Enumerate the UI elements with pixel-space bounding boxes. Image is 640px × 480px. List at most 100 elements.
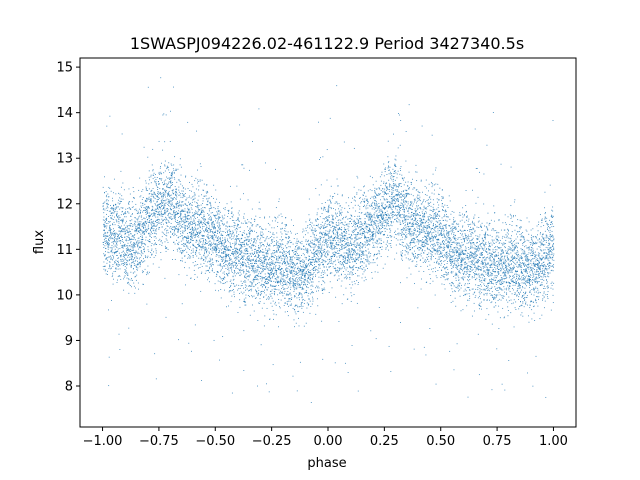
data-point xyxy=(177,212,179,214)
data-point xyxy=(166,167,168,169)
data-point xyxy=(210,263,212,265)
data-point xyxy=(312,259,314,261)
data-point xyxy=(135,228,137,230)
data-point xyxy=(251,282,253,284)
data-point xyxy=(144,218,146,220)
data-point xyxy=(283,274,285,276)
data-point xyxy=(278,281,280,283)
data-point xyxy=(302,231,304,233)
data-point xyxy=(175,169,177,171)
data-point xyxy=(174,206,176,208)
data-point xyxy=(273,318,274,320)
data-point xyxy=(178,241,180,243)
data-point xyxy=(143,230,145,232)
data-point xyxy=(324,266,326,268)
data-point xyxy=(122,264,124,266)
data-point xyxy=(145,211,147,213)
data-point xyxy=(145,244,147,246)
data-point xyxy=(299,286,301,288)
data-point xyxy=(283,281,285,283)
data-point xyxy=(137,242,139,244)
data-point xyxy=(202,217,204,219)
data-point xyxy=(145,182,147,184)
data-point xyxy=(237,224,239,226)
data-point xyxy=(223,265,225,267)
data-point xyxy=(109,240,110,242)
data-point xyxy=(133,249,135,251)
data-point xyxy=(287,242,289,244)
data-point xyxy=(326,246,328,248)
data-point xyxy=(184,196,186,197)
data-point xyxy=(307,243,309,245)
data-point xyxy=(185,199,187,201)
data-point xyxy=(267,267,269,269)
data-point xyxy=(270,267,272,269)
data-point xyxy=(313,268,314,269)
data-point xyxy=(202,247,204,249)
data-point xyxy=(246,247,248,249)
data-point xyxy=(210,244,212,246)
data-point xyxy=(286,243,288,245)
data-point xyxy=(221,243,223,245)
data-point xyxy=(242,262,243,264)
data-point xyxy=(307,226,308,228)
data-point xyxy=(168,205,170,207)
data-point xyxy=(241,252,243,254)
data-point xyxy=(220,242,222,244)
data-point xyxy=(272,250,274,251)
data-point xyxy=(139,208,140,210)
data-point xyxy=(275,244,277,246)
data-point xyxy=(175,198,177,200)
data-point xyxy=(275,281,277,283)
data-point xyxy=(287,286,289,288)
data-point xyxy=(271,220,273,222)
data-point xyxy=(155,174,156,176)
data-point xyxy=(165,250,167,252)
data-point xyxy=(323,266,325,268)
data-point xyxy=(316,285,317,287)
data-point xyxy=(108,210,110,212)
data-point xyxy=(112,241,114,243)
data-point xyxy=(245,294,247,296)
data-point xyxy=(146,303,148,305)
data-point xyxy=(273,275,275,277)
data-point xyxy=(155,216,157,218)
data-point xyxy=(282,295,284,297)
data-point xyxy=(109,228,111,230)
data-point xyxy=(118,227,120,228)
data-point xyxy=(298,240,299,242)
data-point xyxy=(325,240,327,242)
data-point xyxy=(202,198,204,200)
data-point xyxy=(257,238,259,240)
data-point xyxy=(148,193,150,195)
data-point xyxy=(310,305,312,307)
data-point xyxy=(166,186,168,188)
data-point xyxy=(173,210,175,211)
data-point xyxy=(152,225,154,227)
data-point xyxy=(119,237,120,239)
data-point xyxy=(214,201,216,203)
data-point xyxy=(317,251,319,253)
data-point xyxy=(303,302,305,304)
data-point xyxy=(193,235,195,237)
data-point xyxy=(148,232,150,234)
data-point xyxy=(167,195,168,197)
data-point xyxy=(111,212,113,214)
data-point xyxy=(251,252,253,254)
data-point xyxy=(121,219,123,221)
data-point xyxy=(309,245,311,247)
data-point xyxy=(255,276,257,278)
data-point xyxy=(133,244,135,246)
data-point xyxy=(247,241,249,242)
data-point xyxy=(267,249,269,251)
data-point xyxy=(297,247,299,249)
data-point xyxy=(236,230,238,232)
data-point xyxy=(248,285,250,287)
data-point xyxy=(249,242,251,244)
data-point xyxy=(297,273,299,275)
data-point xyxy=(139,262,140,264)
data-point xyxy=(222,283,224,285)
data-point xyxy=(108,245,110,246)
data-point xyxy=(277,241,279,243)
data-point xyxy=(303,248,305,250)
